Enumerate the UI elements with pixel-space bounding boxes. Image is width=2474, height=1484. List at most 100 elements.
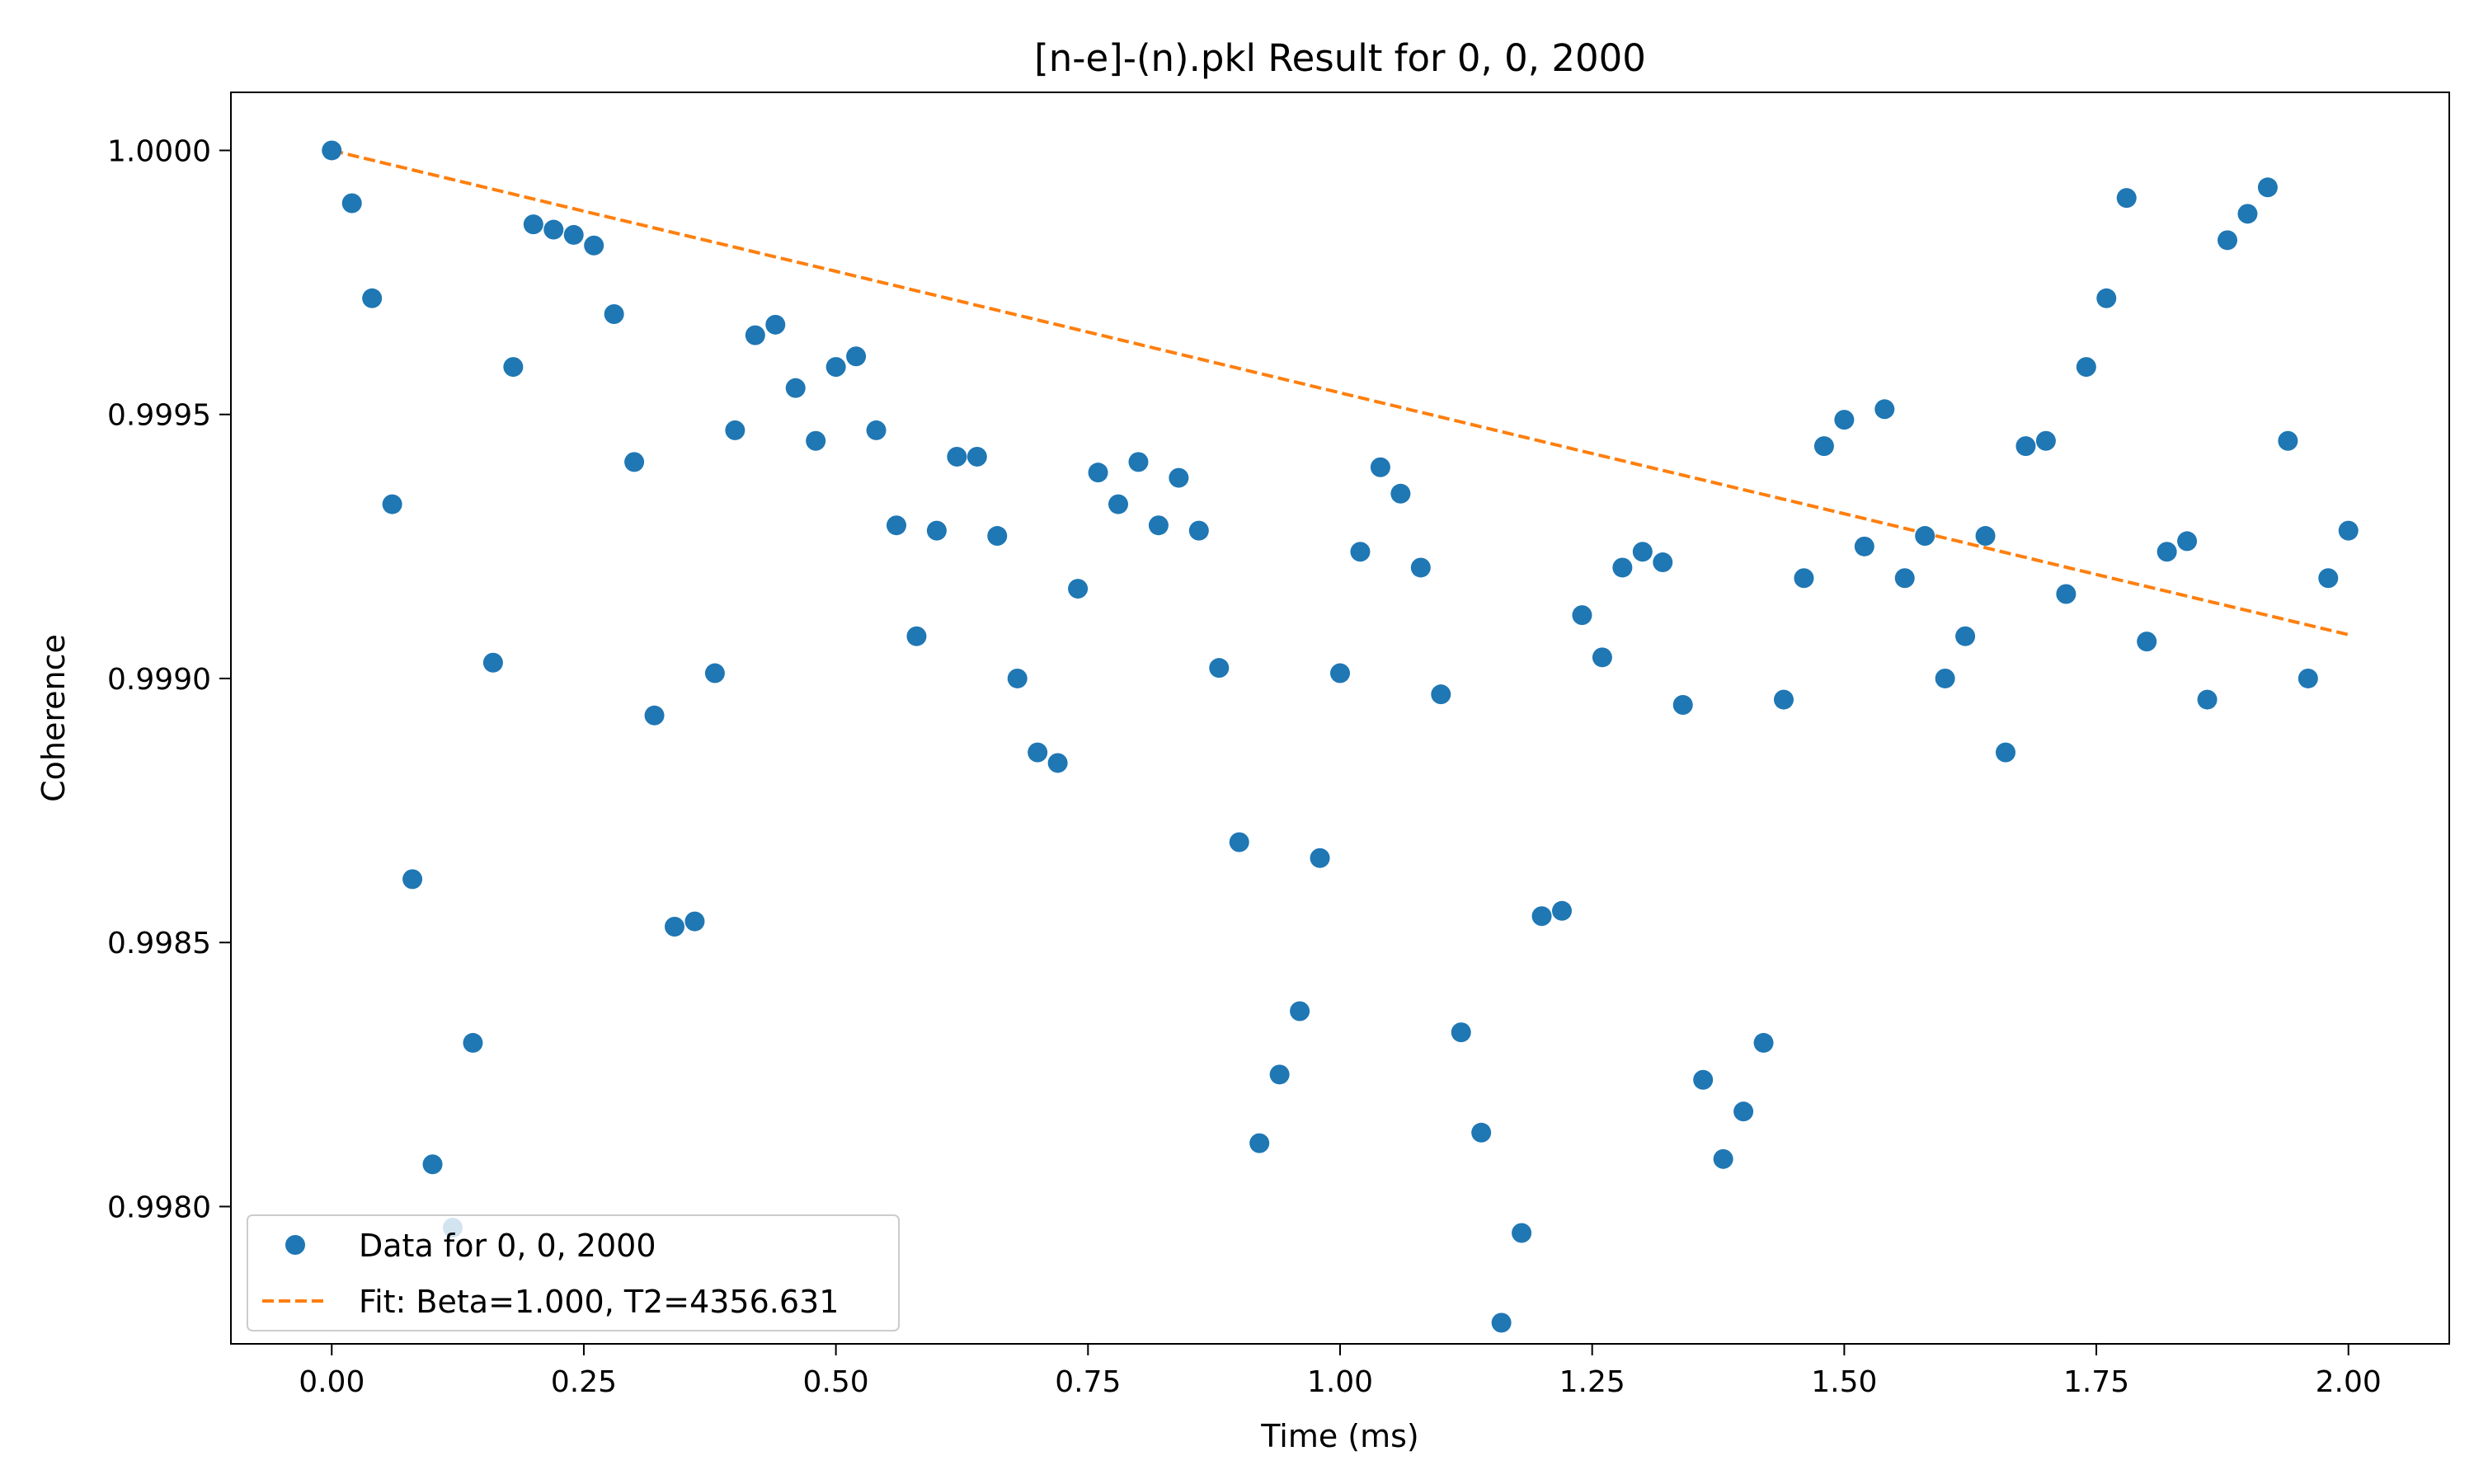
data-point bbox=[1813, 436, 1834, 457]
data-point bbox=[402, 869, 423, 890]
data-point bbox=[785, 378, 806, 398]
data-point bbox=[1229, 832, 1249, 852]
data-point bbox=[362, 288, 383, 308]
y-tick-label: 0.9990 bbox=[107, 663, 211, 697]
data-point bbox=[482, 652, 503, 673]
data-point bbox=[422, 1154, 443, 1175]
data-point bbox=[1169, 467, 1189, 488]
data-point bbox=[947, 446, 967, 467]
data-point bbox=[846, 346, 867, 367]
data-point bbox=[967, 446, 987, 467]
y-axis: 0.9980 0.9985 0.9990 0.9995 1.0000 bbox=[107, 134, 231, 1224]
data-point bbox=[725, 420, 745, 440]
data-point bbox=[543, 219, 564, 240]
x-tick-label: 1.25 bbox=[1559, 1365, 1625, 1399]
data-point bbox=[341, 193, 362, 214]
data-point bbox=[2157, 542, 2177, 562]
data-point bbox=[1975, 526, 1996, 547]
legend-label-fit: Fit: Beta=1.000, T2=4356.631 bbox=[359, 1284, 839, 1320]
data-point bbox=[584, 235, 604, 256]
data-point bbox=[906, 626, 927, 646]
data-point bbox=[382, 494, 402, 514]
data-point bbox=[1350, 542, 1371, 562]
x-axis: 0.00 0.25 0.50 0.75 1.00 1.25 1.50 1.75 2.00 bbox=[299, 1344, 2382, 1399]
data-point bbox=[1572, 605, 1592, 626]
x-tick-label: 0.25 bbox=[551, 1365, 617, 1399]
data-point bbox=[684, 911, 705, 932]
data-point bbox=[1188, 520, 1209, 541]
data-point bbox=[1592, 647, 1612, 668]
data-point bbox=[1552, 900, 1572, 921]
data-point bbox=[1894, 568, 1915, 589]
data-point bbox=[1471, 1122, 1492, 1143]
x-tick-label: 0.50 bbox=[803, 1365, 869, 1399]
data-point bbox=[2278, 430, 2298, 451]
data-point bbox=[563, 224, 584, 245]
data-point bbox=[866, 420, 887, 440]
data-point bbox=[2257, 177, 2278, 198]
data-point bbox=[1713, 1148, 1733, 1169]
data-point bbox=[765, 314, 786, 335]
data-point bbox=[2116, 188, 2137, 209]
data-point bbox=[463, 1032, 483, 1053]
data-point bbox=[825, 357, 846, 378]
data-point bbox=[523, 214, 543, 235]
data-point bbox=[2035, 430, 2056, 451]
data-point bbox=[1128, 452, 1149, 472]
data-point bbox=[1330, 663, 1350, 683]
data-point bbox=[1672, 694, 1693, 715]
data-point bbox=[926, 520, 947, 541]
data-point bbox=[1794, 568, 1814, 589]
data-point bbox=[1632, 542, 1653, 562]
data-point bbox=[2177, 531, 2198, 552]
y-tick-label: 0.9995 bbox=[107, 399, 211, 433]
y-tick-label: 1.0000 bbox=[107, 134, 211, 168]
y-tick-label: 0.9980 bbox=[107, 1190, 211, 1224]
x-tick-label: 1.50 bbox=[1811, 1365, 1877, 1399]
legend: Data for 0, 0, 2000 Fit: Beta=1.000, T2=… bbox=[247, 1214, 900, 1331]
data-point bbox=[1431, 684, 1451, 705]
data-point bbox=[2137, 632, 2157, 652]
x-tick-label: 1.00 bbox=[1307, 1365, 1373, 1399]
data-point bbox=[1028, 742, 1048, 763]
data-point bbox=[665, 917, 684, 937]
data-point bbox=[1451, 1022, 1471, 1043]
x-tick-label: 1.75 bbox=[2063, 1365, 2129, 1399]
legend-box bbox=[247, 1214, 900, 1331]
x-tick-label: 0.75 bbox=[1055, 1365, 1121, 1399]
data-point bbox=[1834, 410, 1855, 430]
data-point bbox=[604, 304, 624, 325]
data-point bbox=[2056, 584, 2077, 604]
data-point bbox=[2015, 436, 2036, 457]
data-point bbox=[1531, 906, 1552, 927]
data-point bbox=[1269, 1064, 1290, 1085]
data-point bbox=[1653, 552, 1673, 573]
data-point bbox=[1774, 689, 1794, 710]
legend-marker-data bbox=[285, 1235, 305, 1255]
data-point bbox=[1753, 1032, 1774, 1053]
data-point bbox=[503, 357, 524, 378]
chart-title: [n-e]-(n).pkl Result for 0, 0, 2000 bbox=[1034, 36, 1646, 80]
data-point bbox=[1491, 1313, 1512, 1333]
series-layer bbox=[322, 140, 2359, 1333]
data-point bbox=[1390, 483, 1411, 504]
data-point bbox=[1874, 399, 1895, 420]
y-axis-label: Coherence bbox=[35, 634, 72, 802]
data-point bbox=[987, 526, 1008, 547]
data-point bbox=[1310, 848, 1330, 868]
y-tick-label: 0.9985 bbox=[107, 927, 211, 960]
data-point bbox=[2237, 204, 2258, 224]
data-point bbox=[1915, 526, 1935, 547]
data-point bbox=[1209, 658, 1230, 679]
data-point bbox=[624, 452, 645, 472]
data-point bbox=[2218, 230, 2237, 251]
x-tick-label: 2.00 bbox=[2316, 1365, 2382, 1399]
data-point bbox=[1410, 557, 1431, 578]
data-point bbox=[1693, 1069, 1714, 1090]
data-point bbox=[1148, 515, 1169, 536]
data-point bbox=[1955, 626, 1976, 646]
data-point bbox=[1854, 536, 1874, 556]
data-point bbox=[1612, 557, 1633, 578]
data-point bbox=[1249, 1133, 1270, 1153]
